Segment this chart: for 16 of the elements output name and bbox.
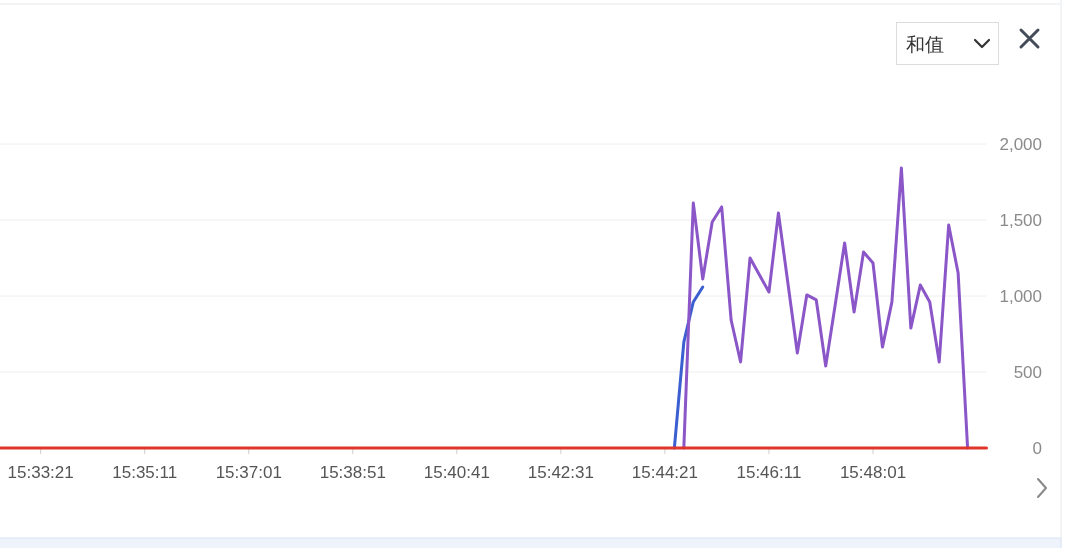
x-tick-label: 15:40:41 xyxy=(423,463,490,482)
x-tick-label: 15:46:11 xyxy=(736,463,802,482)
x-tick-label: 15:48:01 xyxy=(839,463,907,482)
y-tick-label: 1,500 xyxy=(999,211,1042,230)
x-tick-label: 15:42:31 xyxy=(527,463,594,482)
y-tick-label: 1,000 xyxy=(999,287,1042,306)
dropdown: 和值 xyxy=(896,22,999,65)
x-tick-label: 15:38:51 xyxy=(319,463,386,482)
x-tick-label: 15:35:11 xyxy=(112,463,178,482)
x-tick-label: 15:33:21 xyxy=(7,463,74,482)
line-series xyxy=(682,166,970,450)
y-tick-label: 2,000 xyxy=(999,135,1042,154)
y-tick-label: 500 xyxy=(1013,363,1042,382)
x-tick-label: 15:44:21 xyxy=(631,463,699,482)
x-tick-label: 15:37:01 xyxy=(215,463,282,482)
y-tick-label: 0 xyxy=(1032,439,1042,458)
